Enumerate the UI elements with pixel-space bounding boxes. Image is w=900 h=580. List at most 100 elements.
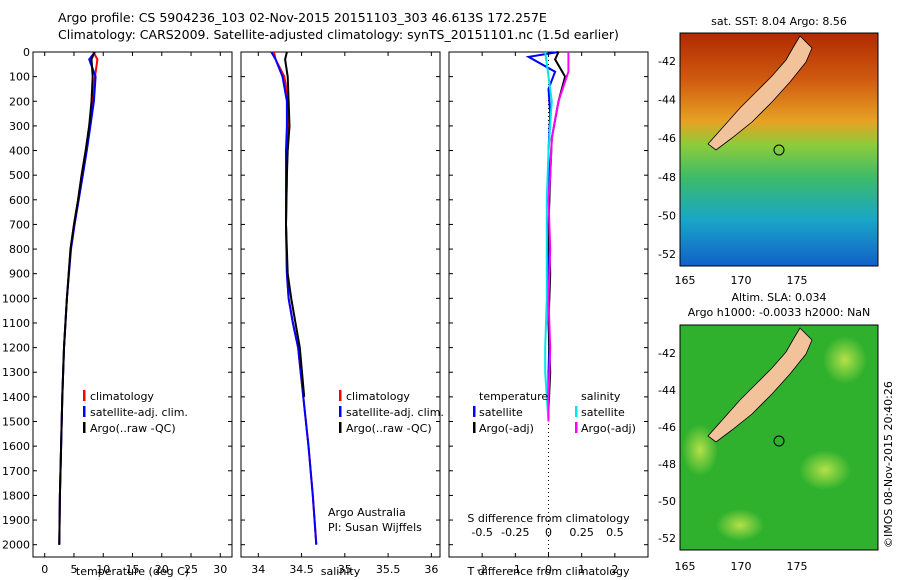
depth-tick-label: 100 bbox=[9, 71, 30, 84]
series-line-salinity-satellite bbox=[544, 51, 553, 422]
legend-label: satellite bbox=[479, 406, 523, 419]
legend-swatch bbox=[473, 422, 476, 433]
legend-label: satellite bbox=[581, 406, 625, 419]
x-tick-label: 1 bbox=[578, 563, 585, 576]
depth-tick-label: 900 bbox=[9, 268, 30, 281]
x-tick-label: -2 bbox=[477, 563, 488, 576]
lat-tick-label: -46 bbox=[658, 132, 676, 145]
series-line-argo-raw-qc- bbox=[284, 51, 306, 397]
lon-tick-label: 165 bbox=[675, 560, 696, 573]
panel-difference: -2 -1 0 1 2T difference from climatology -0.5… bbox=[448, 51, 649, 578]
legend-label: Argo(-adj) bbox=[581, 422, 636, 435]
argo-location-marker-sla bbox=[773, 435, 785, 447]
legend-label: climatology bbox=[346, 390, 410, 403]
legend-swatch bbox=[339, 406, 342, 417]
x-tick-label: 30 bbox=[213, 563, 227, 576]
x-axis-label: salinity bbox=[321, 565, 361, 578]
sla-map-title1: Altim. SLA: 0.034 bbox=[731, 291, 826, 304]
x-tick-label: 34 bbox=[251, 563, 265, 576]
depth-tick-label: 0 bbox=[23, 46, 30, 59]
x-axis-label: T difference from climatology bbox=[467, 565, 630, 578]
depth-tick-label: 1200 bbox=[2, 342, 30, 355]
depth-tick-label: 1700 bbox=[2, 465, 30, 478]
lon-tick-label: 170 bbox=[731, 560, 752, 573]
x-tick-label: -1 bbox=[510, 563, 521, 576]
annotation-text: Argo Australia bbox=[328, 506, 406, 519]
lat-tick-label: -50 bbox=[658, 209, 676, 222]
lon-tick-label: 175 bbox=[787, 560, 808, 573]
depth-tick-label: 700 bbox=[9, 218, 30, 231]
lon-tick-label: 170 bbox=[731, 274, 752, 287]
x-tick-label: 10 bbox=[96, 563, 110, 576]
panel-frame-temperature bbox=[32, 51, 233, 558]
x-tick-label: 25 bbox=[184, 563, 198, 576]
lat-tick-label: -48 bbox=[658, 458, 676, 471]
x-tick-label: 34.5 bbox=[289, 563, 314, 576]
figure-title-line2: Climatology: CARS2009. Satellite-adjuste… bbox=[58, 27, 619, 42]
series-line-salinity-argo-adj- bbox=[547, 52, 570, 422]
lat-tick-label: -44 bbox=[658, 384, 676, 397]
legend-label: satellite-adj. clim. bbox=[90, 406, 188, 419]
x-tick-label: 0 bbox=[41, 563, 48, 576]
depth-tick-label: 500 bbox=[9, 169, 30, 182]
depth-tick-label: 1500 bbox=[2, 416, 30, 429]
depth-tick-label: 800 bbox=[9, 243, 30, 256]
s-tick-label: -0.25 bbox=[501, 526, 529, 539]
depth-tick-label: 1600 bbox=[2, 440, 30, 453]
x-tick-label: 5 bbox=[70, 563, 77, 576]
panel-temperature: 0100200300400500600700800900100011001200… bbox=[2, 46, 233, 578]
legend-swatch bbox=[473, 406, 476, 417]
nz-south-island-sst bbox=[707, 35, 813, 151]
sst-map: sat. SST: 8.04 Argo: 8.56 -42 -44 -46 -48 -5… bbox=[658, 15, 879, 287]
map-ticks-sla: -42 -44 -46 -48 -50 -52 165 170 175 bbox=[658, 347, 807, 573]
lat-tick-label: -52 bbox=[658, 532, 676, 545]
legend-swatch bbox=[339, 390, 342, 401]
legend-label: Argo(..raw -QC) bbox=[90, 422, 176, 435]
x-tick-label: 2 bbox=[611, 563, 618, 576]
s-tick-label: 0.25 bbox=[569, 526, 594, 539]
legend-label: climatology bbox=[90, 390, 154, 403]
lat-tick-label: -52 bbox=[658, 248, 676, 261]
figure-title-line1: Argo profile: CS 5904236_103 02-Nov-2015… bbox=[58, 10, 547, 25]
sst-map-title: sat. SST: 8.04 Argo: 8.56 bbox=[711, 15, 847, 28]
depth-tick-label: 200 bbox=[9, 95, 30, 108]
x-tick-label: 0 bbox=[545, 563, 552, 576]
legend-title-temperature: temperature bbox=[479, 390, 548, 403]
panel-frame-salinity bbox=[240, 51, 441, 558]
lat-tick-label: -50 bbox=[658, 495, 676, 508]
s-tick-label: 0.5 bbox=[606, 526, 624, 539]
depth-tick-label: 1000 bbox=[2, 292, 30, 305]
legend-label: Argo(-adj) bbox=[479, 422, 534, 435]
depth-tick-label: 1400 bbox=[2, 391, 30, 404]
lon-tick-label: 175 bbox=[787, 274, 808, 287]
lat-tick-label: -44 bbox=[658, 94, 676, 107]
x-tick-label: 15 bbox=[126, 563, 140, 576]
legend-swatch bbox=[575, 422, 578, 433]
depth-tick-label: 2000 bbox=[2, 539, 30, 552]
legend-title-salinity: salinity bbox=[581, 390, 621, 403]
nz-south-island-sla bbox=[707, 327, 813, 443]
lat-tick-label: -46 bbox=[658, 421, 676, 434]
legend-swatch bbox=[575, 406, 578, 417]
x-tick-label: 35 bbox=[338, 563, 352, 576]
s-axis-label: S difference from climatology bbox=[467, 512, 630, 525]
legend-label: satellite-adj. clim. bbox=[346, 406, 444, 419]
x-tick-label: 35.5 bbox=[376, 563, 401, 576]
sla-map-title2: Argo h1000: -0.0033 h2000: NaN bbox=[688, 306, 871, 319]
legend-swatch bbox=[83, 390, 86, 401]
depth-tick-label: 1100 bbox=[2, 317, 30, 330]
s-tick-label: -0.5 bbox=[471, 526, 492, 539]
depth-tick-label: 1800 bbox=[2, 489, 30, 502]
x-tick-label: 36 bbox=[424, 563, 438, 576]
panel-salinity: 34 34.5 35 35.5 36 salinity climatology satelli… bbox=[240, 51, 444, 578]
depth-tick-label: 1300 bbox=[2, 366, 30, 379]
legend-label: Argo(..raw -QC) bbox=[346, 422, 432, 435]
legend-swatch bbox=[339, 422, 342, 433]
depth-tick-label: 600 bbox=[9, 194, 30, 207]
depth-tick-label: 300 bbox=[9, 120, 30, 133]
legend-swatch bbox=[83, 406, 86, 417]
sla-map: Altim. SLA: 0.034 Argo h1000: -0.0033 h2… bbox=[658, 291, 895, 573]
x-tick-label: 20 bbox=[155, 563, 169, 576]
lat-tick-label: -42 bbox=[658, 55, 676, 68]
